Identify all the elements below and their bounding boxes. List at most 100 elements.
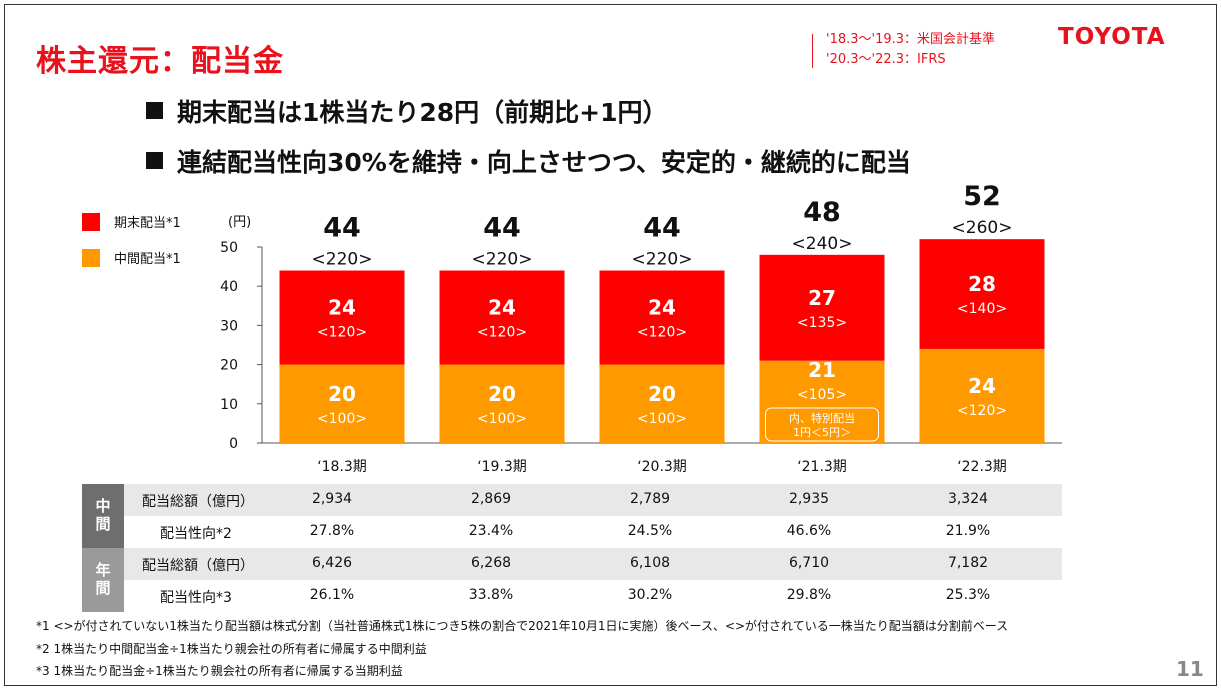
- footnote: *2 1株当たり中間配当金÷1株当たり親会社の所有者に帰属する中間利益: [36, 642, 427, 656]
- total-presplit-label: <220>: [472, 250, 533, 270]
- bullet-item: 連結配当性向30%を維持・向上させつつ、安定的・継続的に配当: [146, 143, 911, 179]
- table-cell: 25.3%: [945, 587, 991, 603]
- legend-item-interim: 中間配当*1: [82, 248, 181, 267]
- bar-value-label: 20: [488, 382, 516, 406]
- legend-swatch: [82, 249, 100, 267]
- bar-segment: [759, 254, 885, 361]
- page-title: 株主還元：配当金: [36, 44, 284, 79]
- table-row: 配当総額（億円） 2,934 2,869 2,789 2,935 3,324: [124, 484, 1062, 516]
- accounting-note: '20.3～'22.3：IFRS: [826, 52, 946, 67]
- table-cell: 6,710: [788, 555, 830, 571]
- table-row: 配当性向*2 27.8% 23.4% 24.5% 46.6% 21.9%: [124, 516, 1062, 548]
- y-tick-label: 10: [220, 397, 238, 413]
- annotation-box: [765, 407, 879, 442]
- total-presplit-label: <220>: [632, 250, 693, 270]
- bar-presplit-label: <100>: [317, 411, 367, 427]
- bar-presplit-label: <120>: [637, 325, 687, 341]
- table-cell: 27.8%: [309, 523, 355, 539]
- total-value-label: 52: [963, 181, 1001, 212]
- y-axis-unit: (円): [228, 215, 252, 230]
- bar-presplit-label: <120>: [957, 403, 1007, 419]
- bar-segment: [759, 360, 885, 443]
- slide-frame: [4, 4, 1217, 686]
- notes-divider: [812, 34, 813, 68]
- table-cell: 29.8%: [786, 587, 832, 603]
- square-bullet-icon: [146, 152, 163, 169]
- x-tick-label: ‘19.3期: [477, 459, 527, 475]
- annotation-text: 1円＜5円＞: [793, 426, 851, 439]
- bar-segment: [599, 270, 725, 365]
- bar-value-label: 21: [808, 358, 836, 382]
- legend-item-year-end: 期末配当*1: [82, 212, 181, 231]
- bar-value-label: 20: [328, 382, 356, 406]
- x-tick-label: ‘21.3期: [797, 459, 847, 475]
- table-cell: 24.5%: [627, 523, 673, 539]
- bar-segment: [439, 270, 565, 365]
- y-tick-label: 0: [229, 436, 238, 452]
- accounting-note: '18.3～'19.3：米国会計基準: [826, 32, 996, 47]
- square-bullet-icon: [146, 102, 163, 119]
- group-label-interim: 中間: [82, 484, 124, 548]
- table-row: 配当総額（億円） 6,426 6,268 6,108 6,710 7,182: [124, 548, 1062, 580]
- toyota-logo: TOYOTA: [1058, 24, 1166, 50]
- total-presplit-label: <220>: [312, 250, 373, 270]
- total-value-label: 48: [803, 197, 841, 228]
- y-tick-label: 30: [220, 318, 238, 334]
- total-value-label: 44: [323, 213, 361, 244]
- bullet-text: 連結配当性向30%を維持・向上させつつ、安定的・継続的に配当: [177, 148, 911, 177]
- table-cell: 7,182: [947, 555, 989, 571]
- y-tick-label: 20: [220, 358, 238, 374]
- y-tick-label: 40: [220, 279, 238, 295]
- table-cell: 3,324: [947, 491, 989, 507]
- bar-segment: [279, 364, 405, 443]
- bar-value-label: 24: [648, 296, 676, 320]
- bar-value-label: 24: [968, 374, 996, 398]
- bullet-text: 期末配当は1株当たり28円（前期比+1円）: [177, 98, 668, 127]
- table-cell: 21.9%: [945, 523, 991, 539]
- annotation-text: 内、特別配当: [789, 411, 855, 425]
- bar-value-label: 28: [968, 272, 996, 296]
- legend-label: 中間配当*1: [114, 252, 181, 267]
- row-label: 配当総額（億円）: [142, 558, 254, 574]
- bar-value-label: 24: [488, 296, 516, 320]
- table-cell: 30.2%: [627, 587, 673, 603]
- row-label: 配当性向*2: [160, 526, 232, 542]
- bar-presplit-label: <100>: [477, 411, 527, 427]
- bar-value-label: 20: [648, 382, 676, 406]
- legend-label: 期末配当*1: [114, 216, 181, 231]
- accounting-notes: '18.3～'19.3：米国会計基準 '20.3～'22.3：IFRS: [826, 30, 995, 70]
- table-cell: 26.1%: [309, 587, 355, 603]
- bar-segment: [919, 239, 1045, 349]
- table-cell: 6,108: [629, 555, 671, 571]
- table-cell: 23.4%: [468, 523, 514, 539]
- bar-presplit-label: <105>: [797, 387, 847, 403]
- table-cell: 6,426: [311, 555, 353, 571]
- x-tick-label: ‘18.3期: [317, 459, 367, 475]
- bullet-item: 期末配当は1株当たり28円（前期比+1円）: [146, 93, 668, 129]
- row-label: 配当総額（億円）: [142, 494, 254, 510]
- total-presplit-label: <240>: [792, 234, 853, 254]
- bar-value-label: 27: [808, 286, 836, 310]
- footnote: *1 <>が付されていない1株当たり配当額は株式分割（当社普通株式1株につき5株…: [36, 619, 1009, 633]
- x-tick-label: ‘20.3期: [637, 459, 687, 475]
- total-value-label: 44: [643, 213, 681, 244]
- table-cell: 2,934: [311, 491, 353, 507]
- bar-presplit-label: <140>: [957, 301, 1007, 317]
- legend-swatch: [82, 213, 100, 231]
- bar-presplit-label: <100>: [637, 411, 687, 427]
- table-cell: 2,935: [788, 491, 830, 507]
- bar-segment: [439, 364, 565, 443]
- total-value-label: 44: [483, 213, 521, 244]
- bar-presplit-label: <120>: [477, 325, 527, 341]
- table-cell: 46.6%: [786, 523, 832, 539]
- y-tick-label: 50: [220, 240, 238, 256]
- bar-segment: [599, 364, 725, 443]
- bar-value-label: 24: [328, 296, 356, 320]
- row-label: 配当性向*3: [160, 590, 232, 606]
- bar-segment: [919, 348, 1045, 443]
- x-tick-label: ‘22.3期: [957, 459, 1007, 475]
- footnote: *3 1株当たり配当金÷1株当たり親会社の所有者に帰属する当期利益: [36, 664, 403, 678]
- total-presplit-label: <260>: [952, 218, 1013, 238]
- table-row: 配当性向*3 26.1% 33.8% 30.2% 29.8% 25.3%: [124, 580, 1062, 612]
